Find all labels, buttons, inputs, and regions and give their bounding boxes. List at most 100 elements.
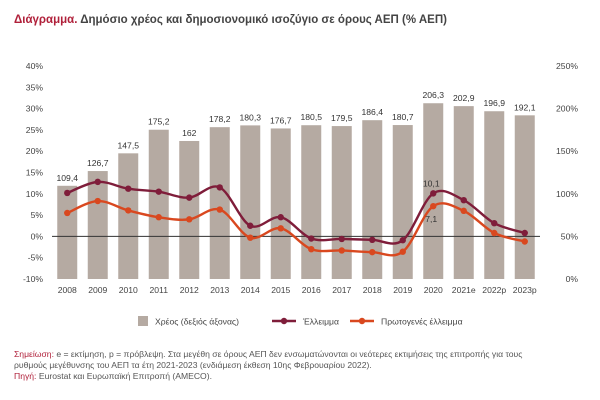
deficit-point xyxy=(430,190,437,197)
debt-bar xyxy=(148,129,169,279)
left-axis-tick-label: 5% xyxy=(31,210,44,220)
deficit-point xyxy=(491,219,498,227)
legend-primary-deficit-marker xyxy=(358,317,366,325)
primary-deficit-point xyxy=(460,207,467,215)
legend-primary-deficit-label: Πρωτογενές έλλειμμα xyxy=(381,317,463,327)
debt-bar-label: 186,4 xyxy=(361,107,383,117)
deficit-point xyxy=(186,194,193,201)
primary-deficit-point xyxy=(64,209,71,217)
source-text: Eurostat και Ευρωπαϊκή Επιτροπή (AMECO). xyxy=(38,371,212,381)
right-axis-tick-label: 250% xyxy=(556,61,578,71)
debt-bar xyxy=(57,185,78,279)
left-axis-tick-label: 15% xyxy=(26,168,44,178)
right-axis-tick-label: 200% xyxy=(556,104,578,114)
primary-deficit-point xyxy=(125,207,132,214)
debt-bar xyxy=(209,127,230,279)
legend-debt-swatch xyxy=(138,316,148,326)
chart-note: Σημείωση: e = εκτίμηση, p = πρόβλεψη. Στ… xyxy=(14,349,586,382)
x-axis-tick-label: 2021e xyxy=(452,285,476,295)
left-axis-tick-label: 35% xyxy=(26,82,44,92)
primary-deficit-point xyxy=(216,206,223,213)
primary-deficit-point xyxy=(155,214,162,221)
debt-bar xyxy=(179,140,200,279)
primary-deficit-point xyxy=(247,234,254,241)
left-axis-tick-label: -5% xyxy=(28,253,44,263)
x-axis-tick-label: 2010 xyxy=(119,285,138,295)
x-axis-tick-label: 2013 xyxy=(210,285,229,295)
deficit-point xyxy=(460,196,467,204)
deficit-point xyxy=(308,235,315,242)
debt-bar-label: 162 xyxy=(182,128,197,138)
deficit-point xyxy=(64,189,71,197)
chart-title-prefix: Διάγραμμα. xyxy=(14,14,78,26)
right-axis-tick-label: 0% xyxy=(566,274,579,284)
deficit-point xyxy=(247,222,254,229)
debt-bar xyxy=(453,106,474,279)
x-axis-tick-label: 2011 xyxy=(150,285,169,295)
x-axis-tick-label: 2020 xyxy=(424,285,443,295)
left-axis-tick-label: 40% xyxy=(26,61,44,71)
legend-debt-label: Χρέος (δεξιός άξονας) xyxy=(155,317,239,327)
primary-deficit-line xyxy=(66,199,526,257)
deficit-annotation: 10,1 xyxy=(423,178,440,188)
debt-bar xyxy=(270,128,291,279)
debt-bar-label: 202,9 xyxy=(453,93,475,103)
debt-bar xyxy=(240,125,261,279)
debt-bar xyxy=(118,153,139,279)
note-text-1: e = εκτίμηση, p = πρόβλεψη. Στα μεγέθη σ… xyxy=(56,349,523,359)
primary-deficit-annotation: 7,1 xyxy=(425,214,437,224)
debt-bar-label: 206,3 xyxy=(422,90,444,100)
debt-bar-label: 180,5 xyxy=(300,112,322,122)
debt-bar xyxy=(331,126,352,279)
right-axis-tick-label: 100% xyxy=(556,189,578,199)
left-axis-tick-label: 20% xyxy=(26,146,44,156)
deficit-point xyxy=(155,188,162,195)
deficit-point xyxy=(277,214,284,221)
primary-deficit-point xyxy=(369,248,376,256)
primary-deficit-point xyxy=(491,229,498,237)
debt-bar xyxy=(392,125,413,279)
primary-deficit-point xyxy=(338,247,345,254)
debt-bar xyxy=(301,125,322,280)
left-axis-tick-label: 0% xyxy=(31,231,44,241)
deficit-point xyxy=(369,236,376,244)
deficit-point xyxy=(125,185,132,192)
x-axis-tick-label: 2012 xyxy=(180,285,199,295)
note-text-2: ρυθμούς μεγέθυνσης του ΑΕΠ τα έτη 2021-2… xyxy=(14,360,372,370)
x-axis-tick-label: 2014 xyxy=(241,285,260,295)
left-axis-tick-label: 10% xyxy=(26,189,44,199)
primary-deficit-point xyxy=(308,245,315,253)
primary-deficit-point xyxy=(94,197,101,205)
debt-bar xyxy=(484,111,505,279)
left-axis-tick-label: -10% xyxy=(23,274,43,284)
debt-bar-label: 176,7 xyxy=(270,115,292,125)
chart-title: Διάγραμμα. Δημόσιο χρέος και δημοσιονομι… xyxy=(14,14,594,26)
deficit-point xyxy=(94,178,101,186)
debt-bar xyxy=(87,171,108,279)
deficit-point xyxy=(521,229,528,237)
debt-bar-label: 196,9 xyxy=(483,98,505,108)
deficit-point xyxy=(338,235,345,243)
x-axis-tick-label: 2015 xyxy=(271,285,290,295)
x-axis-tick-label: 2009 xyxy=(88,285,107,295)
x-axis-tick-label: 2023p xyxy=(513,285,537,295)
debt-bar-label: 109,4 xyxy=(56,173,78,183)
x-axis-tick-label: 2008 xyxy=(58,285,77,295)
primary-deficit-point xyxy=(430,202,437,210)
note-label: Σημείωση: xyxy=(14,349,54,359)
primary-deficit-point xyxy=(186,216,193,223)
debt-bar-label: 180,3 xyxy=(239,112,261,122)
legend-deficit-label: Έλλειμμα xyxy=(302,317,339,327)
deficit-point xyxy=(399,237,406,244)
x-axis-tick-label: 2022p xyxy=(482,285,506,295)
debt-bar-label: 175,2 xyxy=(148,117,170,127)
chart-title-text: Δημόσιο χρέος και δημοσιονομικό ισοζύγιο… xyxy=(80,14,447,26)
debt-bar-label: 147,5 xyxy=(117,140,139,150)
primary-deficit-point xyxy=(277,225,284,232)
x-axis-tick-label: 2016 xyxy=(302,285,321,295)
x-axis-tick-label: 2019 xyxy=(393,285,412,295)
debt-bar-label: 192,1 xyxy=(514,102,536,112)
debt-bar-label: 178,2 xyxy=(209,114,231,124)
right-axis-tick-label: 150% xyxy=(556,146,578,156)
